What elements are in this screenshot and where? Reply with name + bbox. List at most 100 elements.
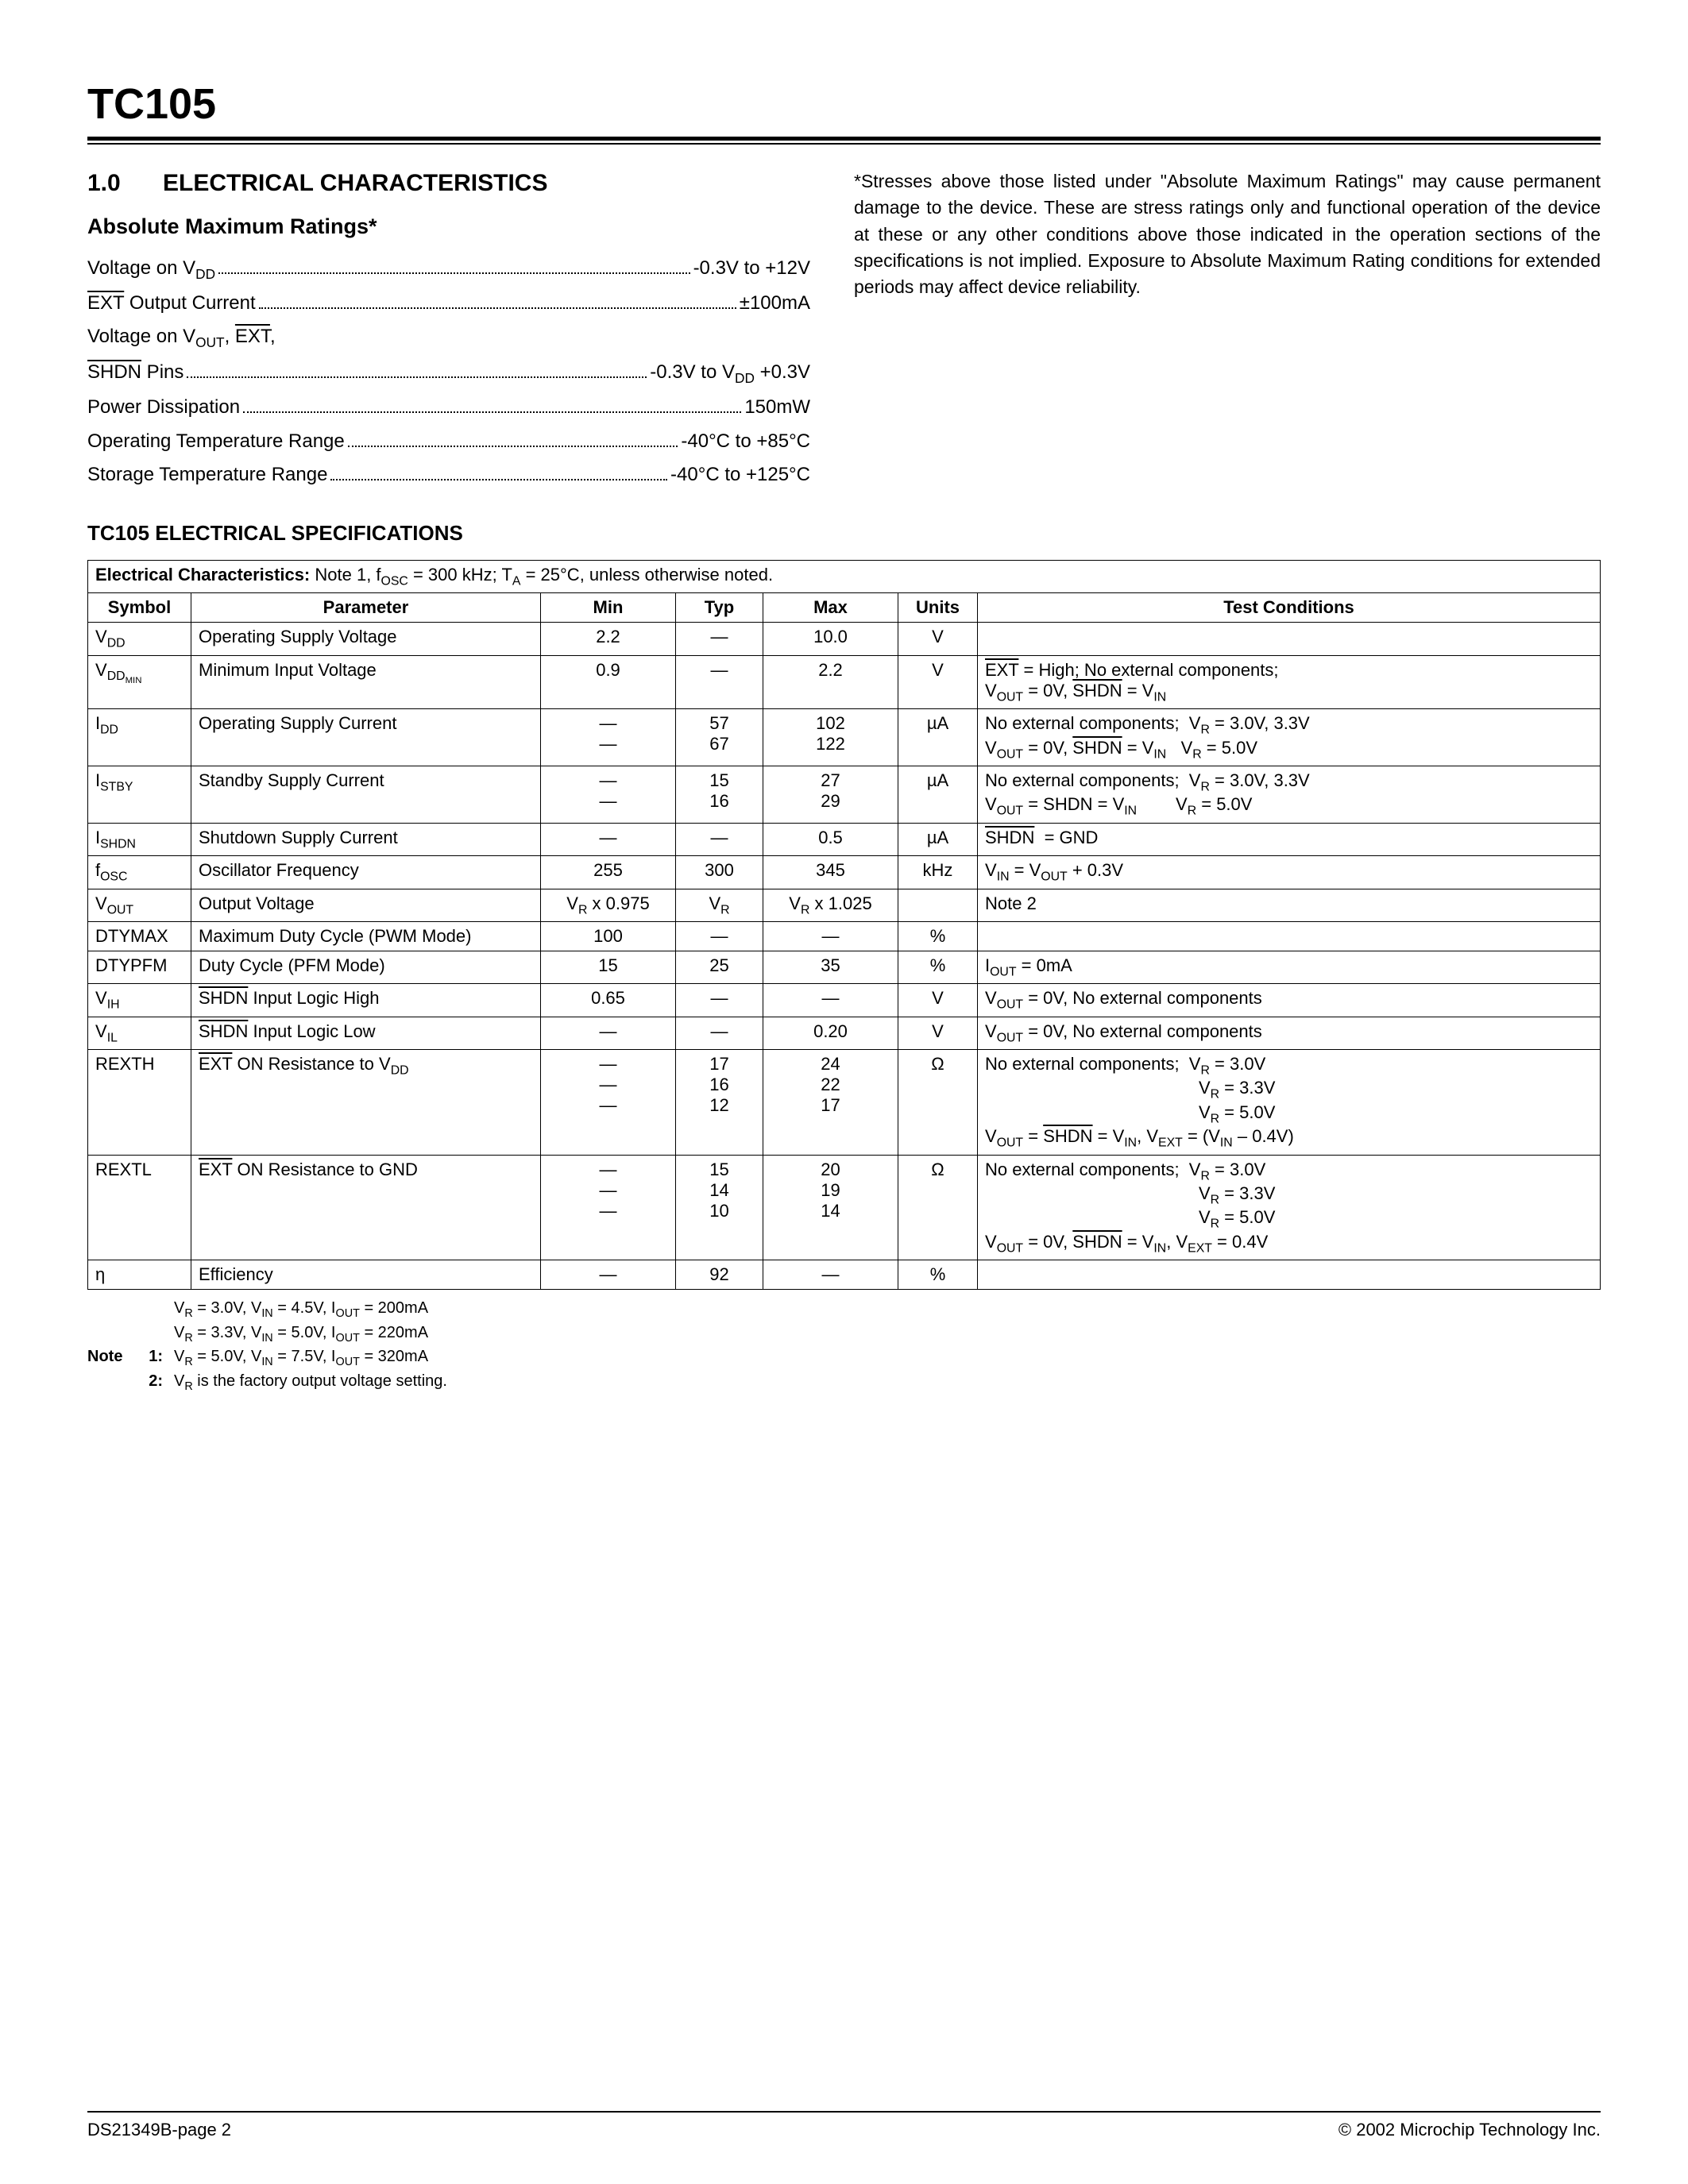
section-heading: 1.0 ELECTRICAL CHARACTERISTICS (87, 168, 810, 199)
table-row: VILSHDN Input Logic Low——0.20VVOUT = 0V,… (88, 1017, 1601, 1049)
cell: µA (898, 709, 978, 766)
cell: VDD (88, 623, 191, 655)
col-header: Symbol (88, 593, 191, 623)
table-row: VDDMINMinimum Input Voltage0.9—2.2VEXT =… (88, 655, 1601, 708)
cell: 255 (541, 856, 676, 889)
cell: Minimum Input Voltage (191, 655, 541, 708)
amr-label: Voltage on VDD (87, 253, 215, 285)
leader-dots (348, 446, 678, 447)
cell: 2729 (763, 766, 898, 823)
cell (978, 1260, 1601, 1290)
leader-dots (330, 479, 667, 480)
col-header: Typ (676, 593, 763, 623)
amr-value: -0.3V to VDD +0.3V (650, 357, 810, 389)
leader-dots (259, 307, 736, 309)
cell: VIN = VOUT + 0.3V (978, 856, 1601, 889)
table-row: IDDOperating Supply Current——5767102122µ… (88, 709, 1601, 766)
cell: ——— (541, 1050, 676, 1156)
cell: 2.2 (763, 655, 898, 708)
amr-label: EXT Output Current (87, 288, 256, 318)
cell: 201914 (763, 1155, 898, 1260)
cell: Operating Supply Current (191, 709, 541, 766)
spec-caption: Electrical Characteristics: Note 1, fOSC… (88, 560, 1601, 592)
cell: 0.65 (541, 984, 676, 1017)
cell: No external components; VR = 3.0V, 3.3VV… (978, 709, 1601, 766)
table-row: ISHDNShutdown Supply Current——0.5µASHDN … (88, 823, 1601, 855)
cell: Standby Supply Current (191, 766, 541, 823)
cell: SHDN Input Logic Low (191, 1017, 541, 1049)
spec-table: Electrical Characteristics: Note 1, fOSC… (87, 560, 1601, 1290)
col-header: Parameter (191, 593, 541, 623)
cell: REXTL (88, 1155, 191, 1260)
table-row: ηEfficiency—92—% (88, 1260, 1601, 1290)
cell: — (676, 655, 763, 708)
cell: Shutdown Supply Current (191, 823, 541, 855)
cell: IDD (88, 709, 191, 766)
footer-rule (87, 2111, 1601, 2113)
cell: µA (898, 823, 978, 855)
amr-label: Voltage on VOUT, EXT, (87, 322, 276, 353)
table-row: VIHSHDN Input Logic High0.65——VVOUT = 0V… (88, 984, 1601, 1017)
cell: ISTBY (88, 766, 191, 823)
cell: Maximum Duty Cycle (PWM Mode) (191, 921, 541, 951)
cell: 92 (676, 1260, 763, 1290)
cell: IOUT = 0mA (978, 951, 1601, 983)
cell: 242217 (763, 1050, 898, 1156)
cell: V (898, 984, 978, 1017)
cell: — (763, 921, 898, 951)
cell: 0.9 (541, 655, 676, 708)
cell: η (88, 1260, 191, 1290)
part-number: TC105 (87, 79, 1601, 129)
cell: VR x 0.975 (541, 889, 676, 921)
amr-value: 150mW (744, 392, 810, 422)
cell: 25 (676, 951, 763, 983)
section-title: ELECTRICAL CHARACTERISTICS (163, 168, 547, 199)
col-header: Test Conditions (978, 593, 1601, 623)
table-row: REXTLEXT ON Resistance to GND———15141020… (88, 1155, 1601, 1260)
amr-value: -40°C to +85°C (681, 426, 810, 456)
cell: —— (541, 709, 676, 766)
cell (978, 921, 1601, 951)
cell: 345 (763, 856, 898, 889)
cell: V (898, 655, 978, 708)
amr-disclaimer: *Stresses above those listed under "Abso… (854, 168, 1601, 301)
table-row: DTYMAXMaximum Duty Cycle (PWM Mode)100——… (88, 921, 1601, 951)
table-row: VDDOperating Supply Voltage2.2—10.0V (88, 623, 1601, 655)
cell: Output Voltage (191, 889, 541, 921)
amr-heading: Absolute Maximum Ratings* (87, 214, 810, 239)
cell: ——— (541, 1155, 676, 1260)
cell: EXT ON Resistance to GND (191, 1155, 541, 1260)
cell: VR (676, 889, 763, 921)
table-row: REXTHEXT ON Resistance to VDD———17161224… (88, 1050, 1601, 1156)
cell: — (541, 1260, 676, 1290)
cell: Oscillator Frequency (191, 856, 541, 889)
cell: % (898, 951, 978, 983)
cell: VIH (88, 984, 191, 1017)
cell: µA (898, 766, 978, 823)
cell: VDDMIN (88, 655, 191, 708)
leader-dots (243, 411, 741, 413)
cell: VR x 1.025 (763, 889, 898, 921)
cell: VOUT = 0V, No external components (978, 1017, 1601, 1049)
leader-dots (187, 376, 647, 378)
cell: kHz (898, 856, 978, 889)
cell: ISHDN (88, 823, 191, 855)
cell: 0.20 (763, 1017, 898, 1049)
cell: Duty Cycle (PFM Mode) (191, 951, 541, 983)
amr-value: -40°C to +125°C (670, 460, 810, 489)
cell: REXTH (88, 1050, 191, 1156)
title-rule (87, 137, 1601, 145)
cell: V (898, 623, 978, 655)
cell: 2.2 (541, 623, 676, 655)
page-footer: DS21349B-page 2 © 2002 Microchip Technol… (87, 2120, 1601, 2140)
col-header: Max (763, 593, 898, 623)
section-number: 1.0 (87, 168, 163, 199)
cell: SHDN Input Logic High (191, 984, 541, 1017)
table-row: VOUTOutput VoltageVR x 0.975VRVR x 1.025… (88, 889, 1601, 921)
cell: Efficiency (191, 1260, 541, 1290)
amr-label: Storage Temperature Range (87, 460, 327, 489)
amr-label: Power Dissipation (87, 392, 240, 422)
cell: DTYPFM (88, 951, 191, 983)
cell: Note 2 (978, 889, 1601, 921)
cell: — (541, 823, 676, 855)
